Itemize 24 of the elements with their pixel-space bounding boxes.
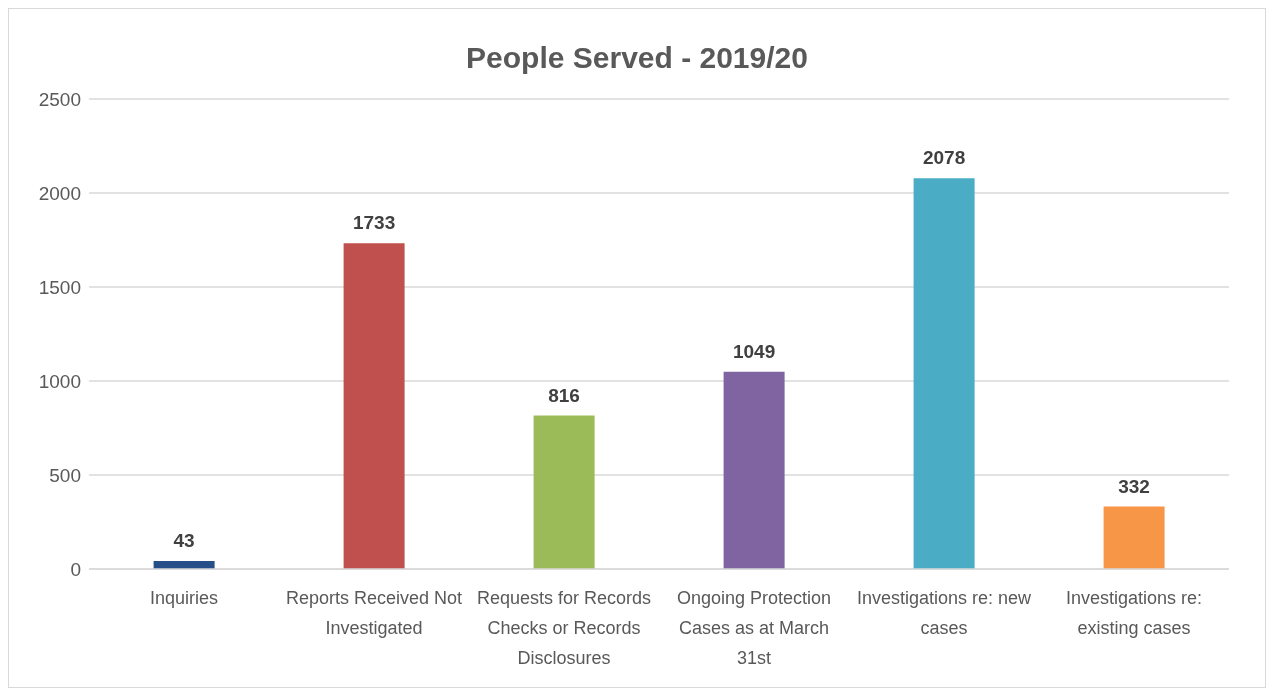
data-label: 816 [548, 384, 580, 406]
bar [343, 243, 405, 569]
data-label: 332 [1118, 475, 1150, 497]
y-tick-label: 2000 [38, 182, 81, 204]
bar [913, 178, 975, 569]
chart-title: People Served - 2019/20 [465, 40, 809, 76]
x-tick-label: Requests for Records Checks or Records Disclosures [476, 587, 652, 668]
x-tick-label: Reports Received Not Investigated [285, 587, 463, 638]
y-tick-label: 0 [70, 558, 81, 580]
data-label: 1733 [352, 212, 396, 234]
y-tick-label: 2500 [38, 88, 81, 110]
bar [723, 371, 785, 569]
x-tick-label: Investigations re: new cases [856, 587, 1033, 638]
x-tick-label: Inquiries [149, 587, 219, 608]
x-tick-label: Ongoing Protection Cases as at March 31st [676, 587, 832, 668]
data-label: 2078 [922, 147, 966, 169]
data-label: 43 [173, 529, 195, 551]
y-tick-label: 500 [49, 464, 81, 486]
bar [533, 415, 595, 569]
bar [1103, 506, 1165, 569]
data-label: 1049 [732, 340, 776, 362]
y-tick-label: 1500 [38, 276, 81, 298]
x-tick-label: Investigations re: existing cases [1065, 587, 1203, 638]
y-tick-label: 1000 [38, 370, 81, 392]
